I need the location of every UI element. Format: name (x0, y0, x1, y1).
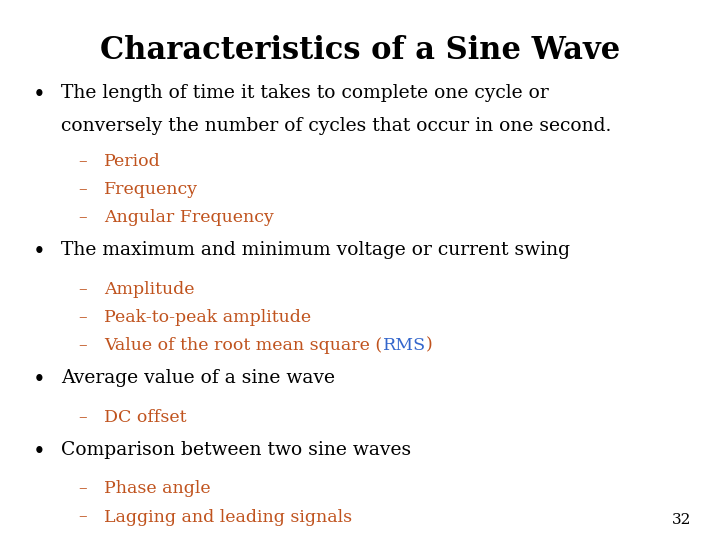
Text: 32: 32 (672, 512, 691, 526)
Text: conversely the number of cycles that occur in one second.: conversely the number of cycles that occ… (61, 117, 611, 135)
Text: Characteristics of a Sine Wave: Characteristics of a Sine Wave (100, 35, 620, 66)
Text: Phase angle: Phase angle (104, 481, 211, 497)
Text: Peak-to-peak amplitude: Peak-to-peak amplitude (104, 309, 312, 326)
Text: The length of time it takes to complete one cycle or: The length of time it takes to complete … (61, 84, 549, 102)
Text: RMS: RMS (382, 337, 426, 354)
Text: –: – (78, 409, 87, 426)
Text: •: • (33, 441, 46, 463)
Text: •: • (33, 369, 46, 391)
Text: –: – (78, 481, 87, 497)
Text: –: – (78, 209, 87, 226)
Text: •: • (33, 84, 46, 106)
Text: Comparison between two sine waves: Comparison between two sine waves (61, 441, 411, 459)
Text: Average value of a sine wave: Average value of a sine wave (61, 369, 336, 387)
Text: –: – (78, 309, 87, 326)
Text: Frequency: Frequency (104, 181, 199, 198)
Text: •: • (33, 241, 46, 263)
Text: Period: Period (104, 153, 161, 170)
Text: –: – (78, 281, 87, 298)
Text: Amplitude: Amplitude (104, 281, 195, 298)
Text: –: – (78, 181, 87, 198)
Text: –: – (78, 337, 87, 354)
Text: DC offset: DC offset (104, 409, 187, 426)
Text: Value of the root mean square (: Value of the root mean square ( (104, 337, 382, 354)
Text: The maximum and minimum voltage or current swing: The maximum and minimum voltage or curre… (61, 241, 570, 259)
Text: –: – (78, 509, 87, 525)
Text: Lagging and leading signals: Lagging and leading signals (104, 509, 353, 525)
Text: –: – (78, 153, 87, 170)
Text: Angular Frequency: Angular Frequency (104, 209, 274, 226)
Text: ): ) (426, 337, 433, 354)
